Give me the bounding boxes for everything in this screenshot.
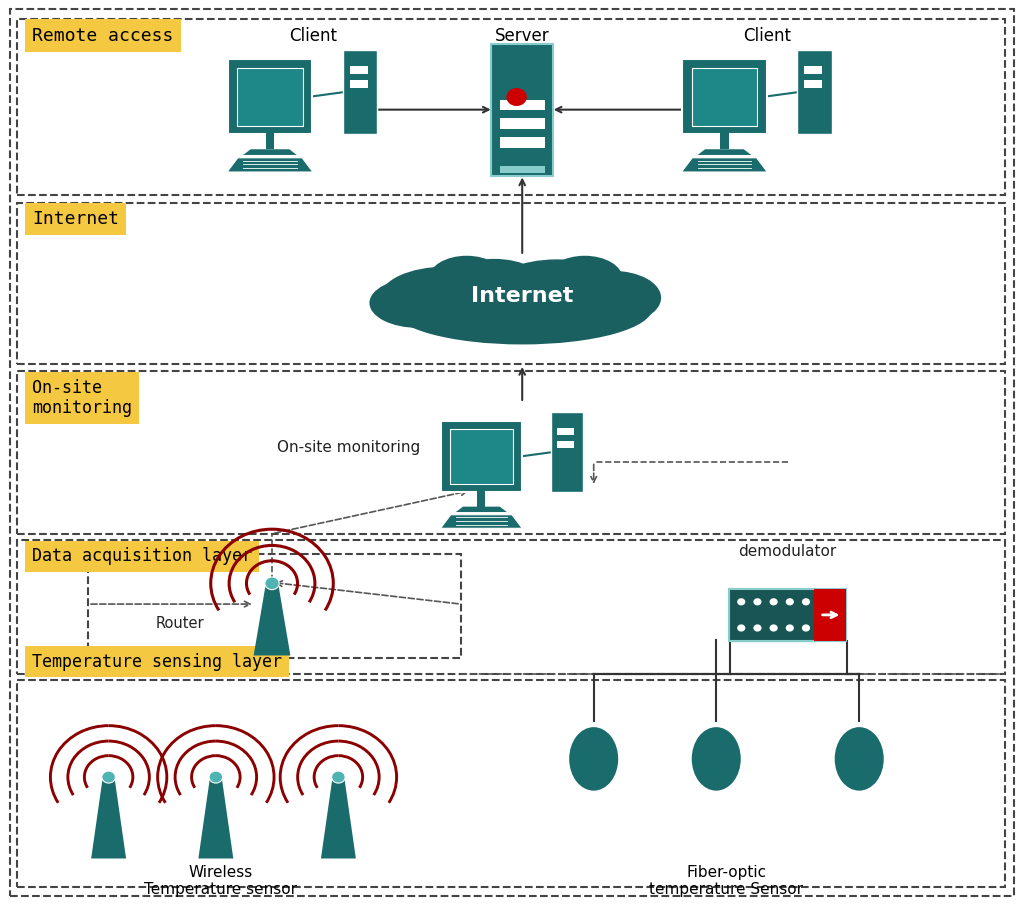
Text: demodulator: demodulator [738,544,837,559]
Circle shape [507,88,526,106]
Polygon shape [199,777,233,859]
Polygon shape [697,149,752,155]
Polygon shape [243,149,297,155]
Bar [500,100,545,110]
Text: Internet: Internet [471,286,573,306]
Ellipse shape [380,267,512,329]
FancyBboxPatch shape [682,60,767,134]
FancyBboxPatch shape [343,50,377,134]
Text: Wireless: Wireless [188,865,253,881]
Text: Server: Server [495,26,550,44]
Ellipse shape [564,271,662,325]
FancyBboxPatch shape [798,50,831,134]
FancyBboxPatch shape [441,421,521,492]
Bar [16,204,1006,364]
Text: Temperature sensing layer: Temperature sensing layer [32,653,282,671]
Ellipse shape [835,727,884,791]
Circle shape [265,577,280,590]
Bar [238,68,303,126]
Ellipse shape [428,256,505,302]
Circle shape [785,598,794,605]
Bar [349,66,368,74]
Circle shape [101,771,116,783]
Bar [557,427,574,435]
Text: Client: Client [289,26,337,44]
Bar [500,167,545,173]
Bar [557,441,574,448]
Bar [804,80,822,88]
Text: Client: Client [743,26,792,44]
Polygon shape [456,507,507,512]
Bar [16,371,1006,534]
Text: Router: Router [156,616,205,632]
Circle shape [209,771,222,783]
Bar [691,68,757,126]
Polygon shape [682,157,767,172]
FancyBboxPatch shape [492,43,553,176]
Polygon shape [440,515,522,529]
Text: Temperature sensor: Temperature sensor [144,882,297,897]
Text: Remote access: Remote access [32,26,173,44]
Circle shape [754,598,762,605]
Polygon shape [91,777,126,859]
Circle shape [737,598,745,605]
Circle shape [785,624,794,632]
Text: On-site monitoring: On-site monitoring [276,441,420,455]
Bar [265,132,274,149]
Circle shape [737,624,745,632]
Text: Fiber-optic: Fiber-optic [686,865,767,881]
Text: temperature Sensor: temperature Sensor [649,882,804,897]
Polygon shape [254,584,291,655]
Text: On-site
monitoring: On-site monitoring [32,378,132,417]
Circle shape [770,624,777,632]
FancyBboxPatch shape [227,60,312,134]
Ellipse shape [569,727,618,791]
Circle shape [332,771,345,783]
Bar [804,66,822,74]
Ellipse shape [692,727,740,791]
Circle shape [802,624,810,632]
Bar [16,540,1006,673]
Bar [451,429,512,484]
Ellipse shape [370,278,467,328]
Bar [88,555,461,658]
Ellipse shape [490,260,623,319]
FancyBboxPatch shape [551,412,584,492]
Bar [477,491,485,507]
Circle shape [754,624,762,632]
Polygon shape [227,157,313,172]
Bar [729,589,847,641]
Bar [500,138,545,148]
Bar [500,119,545,129]
Bar [813,589,847,641]
Bar [720,132,729,149]
Text: Internet: Internet [32,210,119,228]
Bar [349,80,368,88]
Circle shape [802,598,810,605]
Circle shape [770,598,777,605]
Text: Data acquisition layer: Data acquisition layer [32,548,252,566]
Bar [16,19,1006,195]
Ellipse shape [442,259,547,316]
Ellipse shape [392,272,652,345]
Ellipse shape [547,256,623,302]
Polygon shape [321,777,356,859]
Bar [16,680,1006,888]
